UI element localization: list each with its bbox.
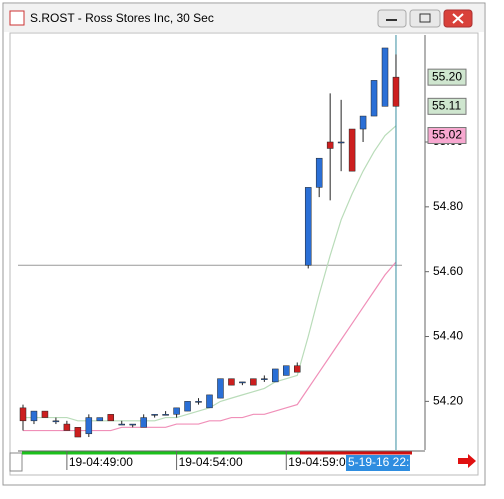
candle-body <box>52 420 60 423</box>
candle-body <box>370 80 378 117</box>
x-tick-label: 19-04:54:00 <box>179 455 243 469</box>
candle-body <box>326 141 334 149</box>
y-tick-label: 54.20 <box>433 394 463 408</box>
candle-body <box>151 414 158 416</box>
candle-body <box>381 47 389 107</box>
price-label: 55.11 <box>432 99 461 113</box>
maximize-icon <box>419 13 431 23</box>
candle-body <box>261 378 268 380</box>
candle-body <box>315 157 323 188</box>
candle-body <box>228 378 235 386</box>
candle-body <box>195 401 202 403</box>
chart-panel <box>9 32 479 476</box>
app-icon <box>9 10 25 26</box>
candle-body <box>206 394 213 409</box>
candle-body <box>250 378 257 386</box>
y-tick-label: 54.80 <box>433 199 463 213</box>
candle-body <box>30 410 38 422</box>
candle-body <box>272 368 279 383</box>
candle-body <box>184 401 191 412</box>
minimize-icon <box>386 19 397 21</box>
x-tick-label: 19-04:49:00 <box>69 455 133 469</box>
candle-body <box>348 128 356 172</box>
candle-body <box>96 417 104 422</box>
price-label-box <box>427 68 467 86</box>
candle-body <box>19 407 27 422</box>
price-label: 55.20 <box>432 69 462 83</box>
price-label-box <box>427 97 467 115</box>
candle-body <box>173 407 180 415</box>
candle-body <box>85 417 93 435</box>
candle-body <box>392 76 400 107</box>
candle-body <box>41 410 49 418</box>
candle-body <box>162 414 169 416</box>
candle-body <box>337 141 345 144</box>
y-tick-label: 54.60 <box>433 264 463 278</box>
candle-body <box>294 365 301 373</box>
price-label-box <box>427 127 467 145</box>
candle-body <box>74 427 82 438</box>
cursor-time-box <box>345 455 410 471</box>
candle-body <box>304 187 312 266</box>
scroll-box[interactable] <box>9 452 23 472</box>
candle-body <box>129 423 136 426</box>
close-icon <box>452 13 464 24</box>
candle-body <box>140 417 147 428</box>
cursor-time-label: 5-19-16 22:34:00 <box>348 455 440 469</box>
candle-body <box>217 378 224 399</box>
x-tick-label: 19-04:59:00 <box>288 455 352 469</box>
candle-body <box>239 381 246 384</box>
candle-body <box>359 115 367 130</box>
scroll-right-arrow[interactable] <box>458 454 476 468</box>
candle-body <box>283 365 290 376</box>
moving-average-line <box>23 261 397 432</box>
maximize-button[interactable] <box>409 9 441 28</box>
candle-body <box>63 423 71 431</box>
minimize-button[interactable] <box>377 9 407 28</box>
candle-body <box>118 423 125 426</box>
window-title: S.ROST - Ross Stores Inc, 30 Sec <box>30 11 214 25</box>
candle-body <box>107 414 115 422</box>
y-tick-label: 54.40 <box>433 329 463 343</box>
price-label: 55.02 <box>432 128 462 142</box>
